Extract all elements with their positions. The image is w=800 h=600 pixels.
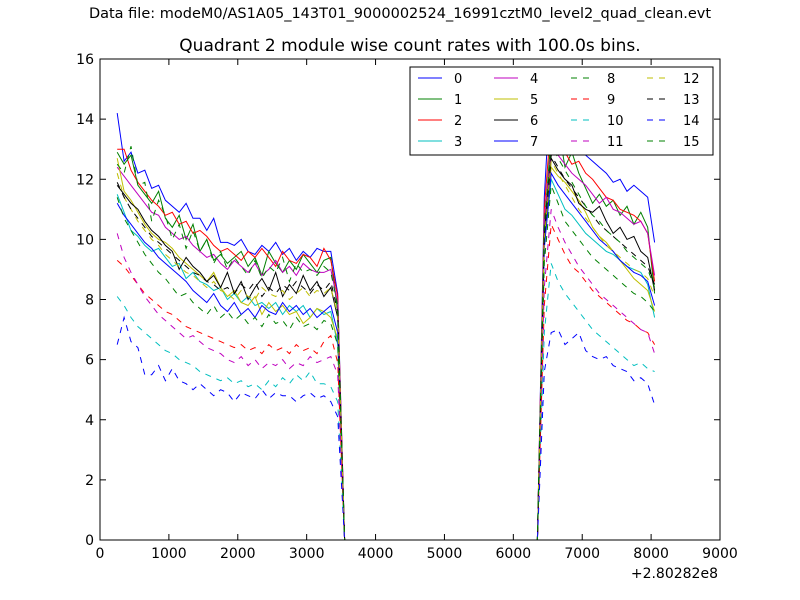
series-4-line xyxy=(116,148,656,541)
series-13-line xyxy=(116,153,656,541)
legend-label-0: 0 xyxy=(454,72,462,87)
legend-label-2: 2 xyxy=(454,114,462,129)
x-tick-label: 7000 xyxy=(564,546,600,562)
x-axis: 0 1000 2000 3000 4000 5000 6000 7000 8000 9000 xyxy=(96,59,738,562)
legend-label-11: 11 xyxy=(607,135,624,150)
series-0-line xyxy=(116,73,656,541)
x-tick-label: 4000 xyxy=(358,546,394,562)
x-offset-label: +2.80282e8 xyxy=(631,566,718,582)
series-9-line xyxy=(116,222,656,541)
y-tick-label: 2 xyxy=(85,473,94,489)
series-11-line xyxy=(116,209,656,541)
series-12-line xyxy=(116,159,656,541)
legend-label-8: 8 xyxy=(607,72,615,87)
x-tick-label: 5000 xyxy=(427,546,463,562)
chart-title: Quadrant 2 module wise count rates with … xyxy=(179,36,641,56)
legend-box xyxy=(409,66,714,156)
series-7-line xyxy=(116,171,656,541)
series-1-line xyxy=(116,123,656,541)
y-tick-label: 12 xyxy=(76,172,94,188)
x-tick-label: 3000 xyxy=(289,546,325,562)
series-8-line xyxy=(116,185,655,541)
legend-label-5: 5 xyxy=(530,93,538,108)
y-tick-label: 16 xyxy=(76,52,94,68)
legend-label-9: 9 xyxy=(607,93,615,108)
x-tick-label: 9000 xyxy=(702,546,738,562)
legend-label-14: 14 xyxy=(683,114,700,129)
y-tick-label: 0 xyxy=(85,533,94,549)
legend-label-10: 10 xyxy=(607,114,624,129)
legend-label-6: 6 xyxy=(530,114,538,129)
figure-suptitle: Data file: modeM0/AS1A05_143T01_90000025… xyxy=(88,6,712,22)
x-tick-label: 8000 xyxy=(633,546,669,562)
legend-label-13: 13 xyxy=(683,93,700,108)
series-15-line xyxy=(116,141,656,541)
series-10-line xyxy=(116,263,655,541)
legend-label-7: 7 xyxy=(530,135,538,150)
legend-label-1: 1 xyxy=(454,93,462,108)
y-tick-label: 6 xyxy=(85,353,94,369)
y-tick-label: 4 xyxy=(85,413,94,429)
legend-label-3: 3 xyxy=(454,135,462,150)
y-tick-label: 8 xyxy=(85,293,94,309)
y-tick-label: 10 xyxy=(76,232,94,248)
series-14-line xyxy=(116,315,656,541)
series-lines xyxy=(116,73,656,541)
x-tick-label: 0 xyxy=(96,546,105,562)
series-2-line xyxy=(117,118,656,541)
series-6-line xyxy=(116,156,656,541)
series-5-line xyxy=(116,158,656,541)
x-tick-label: 6000 xyxy=(496,546,532,562)
y-tick-label: 14 xyxy=(76,112,94,128)
legend-label-4: 4 xyxy=(530,72,538,87)
x-tick-label: 1000 xyxy=(151,546,187,562)
legend-label-15: 15 xyxy=(683,135,700,150)
x-tick-label: 2000 xyxy=(220,546,256,562)
legend-label-12: 12 xyxy=(683,72,700,87)
